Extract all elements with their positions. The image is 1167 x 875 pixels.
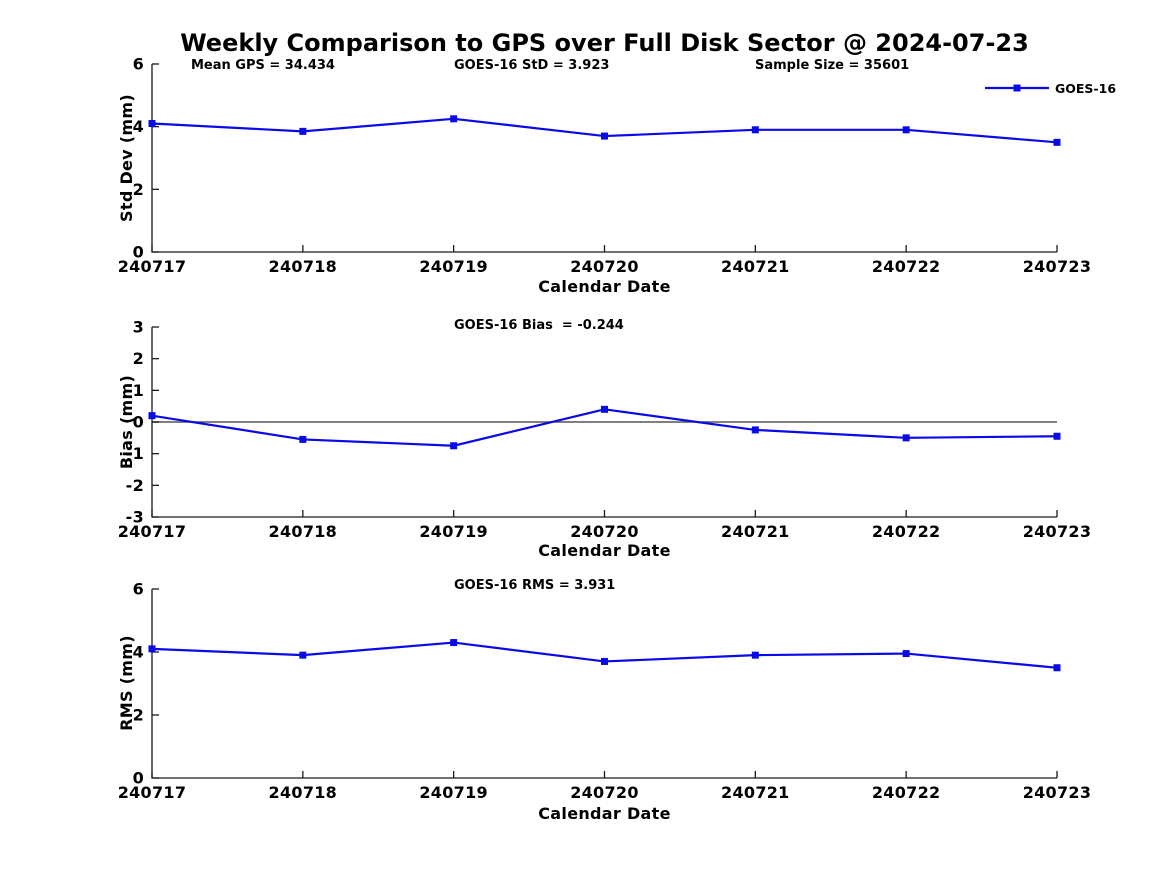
annotation-goes16-bias: GOES-16 Bias = -0.244 (454, 318, 624, 333)
data-point-marker (902, 126, 910, 134)
x-tick-label: 240723 (1023, 257, 1092, 276)
y-tick-label: 2 (133, 349, 144, 368)
data-point-marker (751, 651, 759, 659)
x-tick-label: 240721 (721, 783, 790, 802)
x-tick-label: 240717 (118, 783, 187, 802)
data-point-marker (601, 657, 608, 665)
y-tick-label: -2 (126, 476, 144, 495)
x-tick-label: 240719 (419, 783, 488, 802)
data-point-marker (751, 426, 759, 434)
data-point-marker (601, 132, 608, 140)
data-point-marker (299, 127, 307, 135)
x-tick-label: 240719 (419, 257, 488, 276)
annotation-goes16-rms: GOES-16 RMS = 3.931 (454, 578, 616, 593)
axis-lines (151, 589, 1057, 779)
y-tick-label: 4 (133, 643, 144, 662)
x-tick-label: 240718 (269, 257, 338, 276)
annotation-mean-gps: Mean GPS = 34.434 (191, 58, 335, 73)
data-point-marker (299, 435, 307, 443)
x-tick-label: 240718 (269, 522, 338, 541)
x-tick-label: 240717 (118, 257, 187, 276)
data-point-marker (299, 651, 307, 659)
data-point-marker (902, 434, 910, 442)
legend-label: GOES-16 (1055, 80, 1117, 96)
xlabel-calendar-date-bottom: Calendar Date (538, 804, 671, 823)
xlabel-calendar-date-top: Calendar Date (538, 277, 671, 296)
subplot-1: -3 -2 -1 0 1 2 3 240717 240718 240719 240720 240721… (118, 318, 1092, 542)
axis-lines (151, 64, 1057, 253)
data-point-marker (601, 405, 608, 413)
x-tick-label: 240722 (872, 257, 941, 276)
data-point-marker (148, 120, 156, 128)
y-tick-label: 1 (133, 381, 144, 400)
subplot-2: 0 2 4 6 240717 240718 240719 240720 240721 240722… (118, 580, 1092, 803)
x-tick-label: 240720 (570, 522, 639, 541)
x-tick-label: 240718 (269, 783, 338, 802)
x-tick-label: 240722 (872, 522, 941, 541)
data-point-marker (1053, 664, 1061, 672)
ylabel-std-dev: Std Dev (mm) (117, 94, 136, 222)
data-point-marker (1053, 432, 1061, 440)
subplot-0: 0 2 4 6 240717 240718 240719 240720 240721 240722… (118, 55, 1092, 277)
x-tick-label: 240719 (419, 522, 488, 541)
data-point-marker (450, 115, 458, 123)
x-tick-label: 240723 (1023, 522, 1092, 541)
data-point-marker (450, 442, 458, 450)
legend-line-marker-icon (985, 84, 1049, 92)
data-point-marker (148, 645, 156, 653)
y-tick-label: 3 (133, 318, 144, 337)
y-tick-label: 6 (133, 580, 144, 599)
annotation-sample-size: Sample Size = 35601 (755, 58, 910, 73)
data-point-marker (751, 126, 759, 134)
y-tick-label: 0 (133, 769, 144, 788)
y-tick-label: 0 (133, 243, 144, 262)
data-point-marker (1053, 138, 1061, 146)
data-point-marker (450, 639, 458, 647)
x-tick-label: 240717 (118, 522, 187, 541)
y-tick-label: 4 (133, 117, 144, 136)
y-tick-label: 6 (133, 55, 144, 74)
y-tick-label: 2 (133, 706, 144, 725)
x-tick-label: 240720 (570, 257, 639, 276)
annotation-goes16-std: GOES-16 StD = 3.923 (454, 58, 610, 73)
ylabel-bias: Bias (mm) (117, 374, 136, 470)
y-tick-label: -1 (126, 444, 144, 463)
y-tick-label: -3 (126, 508, 144, 527)
x-tick-label: 240723 (1023, 783, 1092, 802)
x-tick-label: 240722 (872, 783, 941, 802)
series-line-GOES-16 (151, 408, 1058, 447)
figure-title: Weekly Comparison to GPS over Full Disk … (180, 29, 1029, 57)
xlabel-calendar-date-middle: Calendar Date (538, 541, 671, 560)
x-tick-label: 240721 (721, 257, 790, 276)
y-tick-label: 0 (133, 413, 144, 432)
x-tick-label: 240720 (570, 783, 639, 802)
y-tick-label: 2 (133, 180, 144, 199)
data-point-marker (148, 412, 156, 420)
data-point-marker (902, 650, 910, 658)
ylabel-rms: RMS (mm) (117, 635, 136, 731)
legend: GOES-16 (985, 80, 1116, 96)
x-tick-label: 240721 (721, 522, 790, 541)
